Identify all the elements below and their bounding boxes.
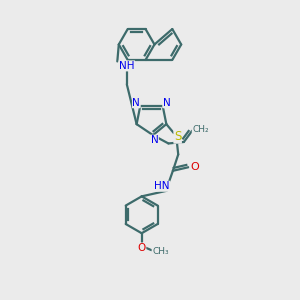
Text: NH: NH xyxy=(119,61,135,71)
Text: S: S xyxy=(174,130,181,143)
Text: N: N xyxy=(163,98,170,108)
Text: HN: HN xyxy=(154,181,170,191)
Text: CH₂: CH₂ xyxy=(192,125,209,134)
Text: O: O xyxy=(190,162,199,172)
Text: N: N xyxy=(151,135,158,145)
Text: N: N xyxy=(133,98,140,108)
Text: CH₃: CH₃ xyxy=(152,247,169,256)
Text: O: O xyxy=(138,243,146,253)
